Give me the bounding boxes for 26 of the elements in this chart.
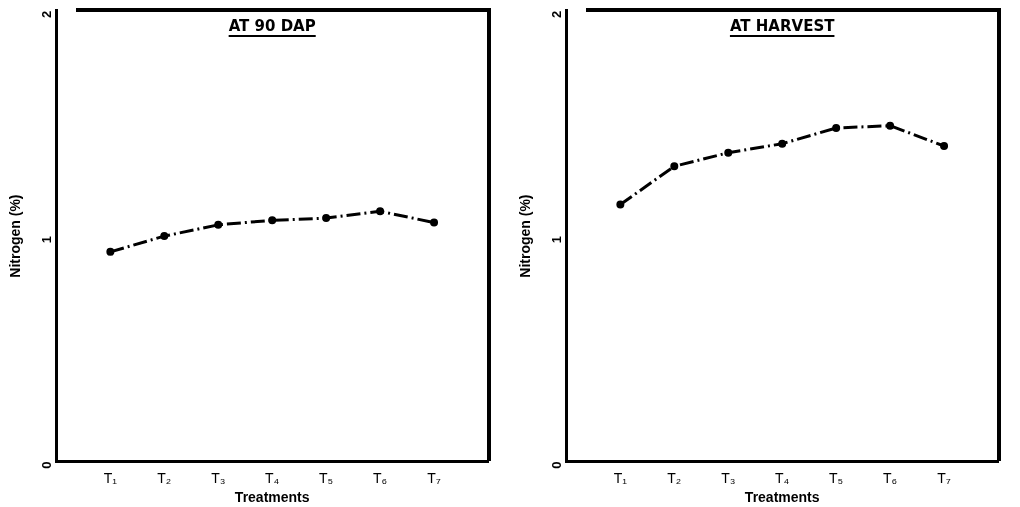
- x-axis-title: Treatments: [234, 489, 310, 506]
- x-tick-label: T₃: [211, 469, 226, 486]
- x-tick-label: T₇: [427, 469, 441, 486]
- x-tick-label: T₇: [937, 469, 951, 486]
- x-tick-label: T₅: [829, 469, 844, 486]
- y-axis-title: Nitrogen (%): [517, 194, 534, 278]
- x-tick-label: T₅: [319, 469, 334, 486]
- y-tick-label: 1: [38, 236, 54, 244]
- x-tick-label: T₆: [883, 469, 898, 486]
- y-tick-label: 0: [38, 461, 54, 469]
- x-tick-label: T₂: [667, 469, 682, 486]
- x-tick-label: T₃: [721, 469, 736, 486]
- y-tick-label: 2: [38, 10, 54, 19]
- x-axis-title: Treatments: [744, 489, 820, 506]
- x-tick-label: T₂: [157, 469, 172, 486]
- x-tick-label: T₆: [373, 469, 388, 486]
- y-tick-label: 2: [548, 10, 564, 19]
- x-tick-label: T₄: [265, 469, 280, 486]
- x-tick-label: T₁: [613, 469, 628, 486]
- x-tick-label: T₁: [103, 469, 118, 486]
- y-tick-label: 0: [548, 461, 564, 469]
- y-tick-label: 1: [548, 236, 564, 244]
- y-axis-title: Nitrogen (%): [7, 194, 24, 278]
- x-tick-label: T₄: [775, 469, 790, 486]
- text: AT 90 DAP: [227, 16, 317, 35]
- text: AT HARVEST: [728, 16, 836, 35]
